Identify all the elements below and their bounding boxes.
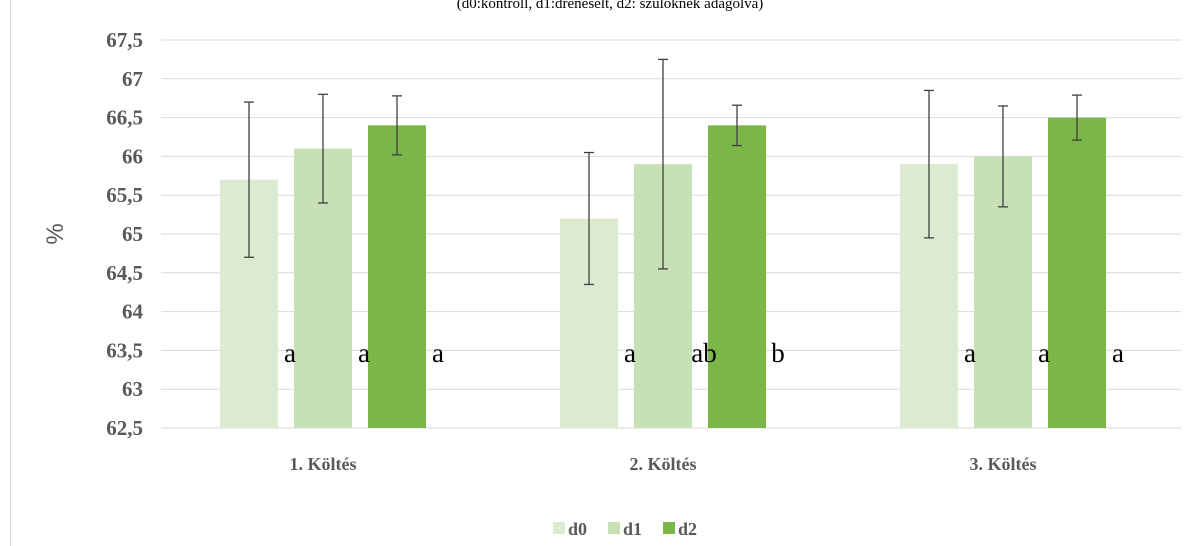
legend-label-d0: d0 (568, 519, 587, 539)
y-tick-label: 65,5 (106, 183, 143, 207)
y-tick-label: 66,5 (106, 106, 143, 130)
significance-letter: a (964, 338, 976, 368)
x-tick-label: 2. Költés (630, 454, 697, 474)
y-axis-ticks: 67,5 67 66,5 66 65,5 65 64,5 64 63,5 63 62,5 (106, 28, 143, 440)
legend-label-d1: d1 (623, 519, 642, 539)
y-tick-label: 66 (122, 144, 143, 168)
legend: d0 d1 d2 (553, 519, 697, 539)
legend-swatch-d2 (663, 522, 675, 534)
chart-subtitle: (d0:kontroll, d1:dreneselt, d2: szulokne… (457, 0, 764, 12)
y-tick-label: 64 (122, 300, 144, 324)
chart-frame: (d0:kontroll, d1:dreneselt, d2: szulokne… (10, 0, 1184, 546)
significance-letter: a (358, 338, 370, 368)
y-tick-label: 63 (122, 377, 143, 401)
y-tick-label: 64,5 (106, 261, 143, 285)
x-tick-label: 3. Költés (970, 454, 1037, 474)
significance-letter: a (624, 338, 636, 368)
significance-letter: ab (691, 338, 716, 368)
significance-letter: a (432, 338, 444, 368)
y-tick-label: 67 (122, 67, 143, 91)
y-tick-label: 62,5 (106, 416, 143, 440)
x-axis-ticks: 1. Költés 2. Költés 3. Költés (290, 454, 1037, 474)
legend-label-d2: d2 (678, 519, 697, 539)
legend-swatch-d0 (553, 522, 565, 534)
y-tick-label: 63,5 (106, 338, 143, 362)
significance-letter: b (771, 338, 785, 368)
significance-letter: a (1038, 338, 1050, 368)
x-tick-label: 1. Költés (290, 454, 357, 474)
y-tick-label: 65 (122, 222, 143, 246)
bar-d2 (708, 125, 766, 428)
bar-d2 (1048, 118, 1106, 428)
significance-letter: a (284, 338, 296, 368)
bar-chart: (d0:kontroll, d1:dreneselt, d2: szulokne… (11, 0, 1184, 546)
y-axis-label: % (42, 223, 69, 244)
bar-d2 (368, 125, 426, 428)
y-tick-label: 67,5 (106, 28, 143, 52)
significance-letter: a (1112, 338, 1124, 368)
legend-swatch-d1 (608, 522, 620, 534)
